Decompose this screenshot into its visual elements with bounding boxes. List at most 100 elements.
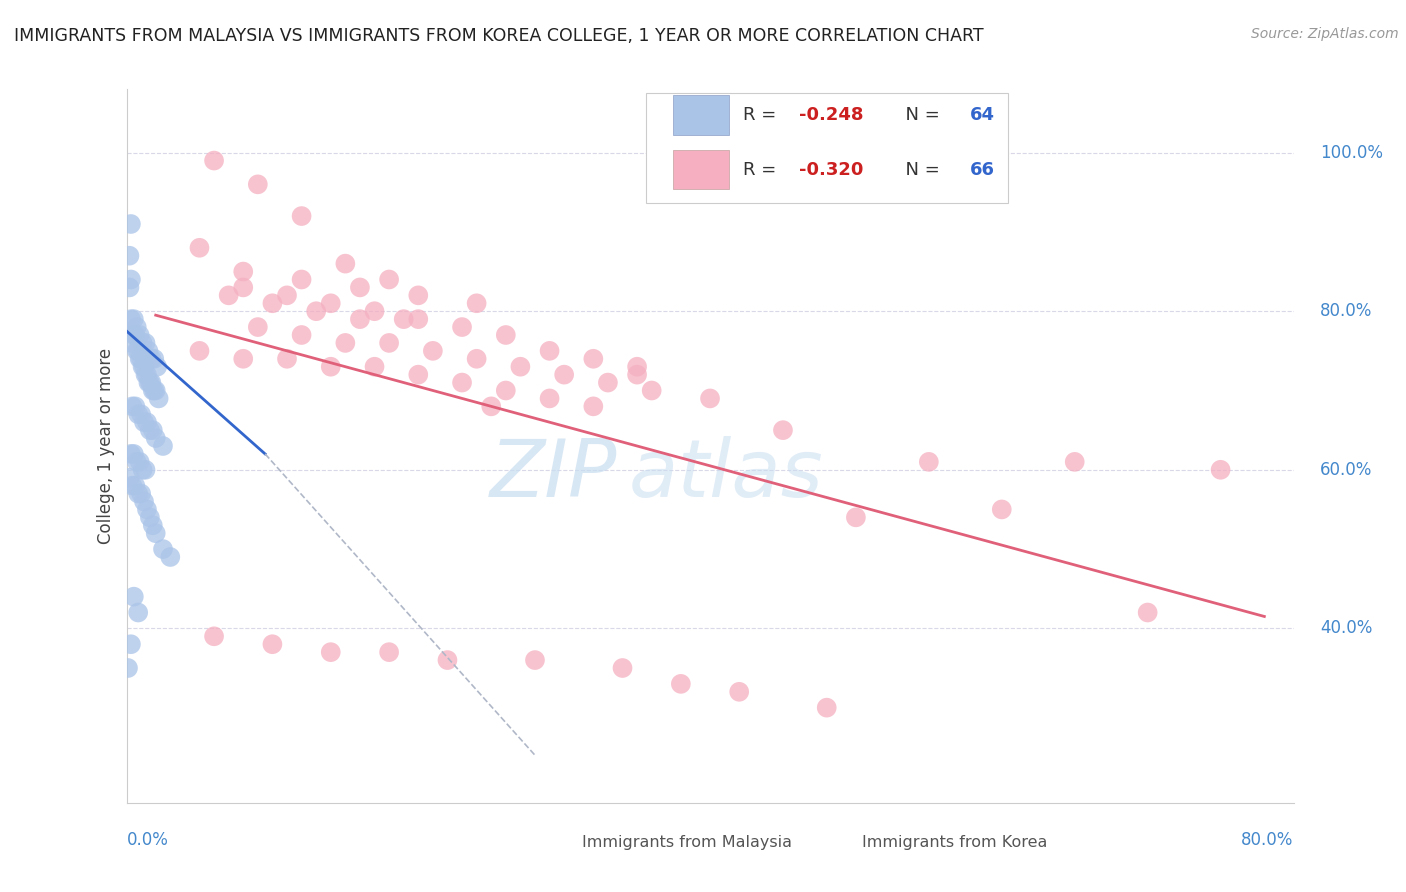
Point bbox=[188, 343, 211, 358]
Point bbox=[612, 661, 634, 675]
Point bbox=[363, 359, 385, 374]
Point bbox=[136, 415, 159, 429]
Point bbox=[132, 494, 155, 508]
Bar bbox=[815, 833, 848, 853]
Point bbox=[129, 351, 152, 366]
Point bbox=[509, 359, 531, 374]
Point bbox=[122, 312, 145, 326]
Text: N =: N = bbox=[894, 106, 946, 124]
Point bbox=[378, 335, 401, 350]
Point bbox=[276, 351, 298, 366]
Point bbox=[232, 264, 254, 278]
Point bbox=[582, 400, 605, 414]
Point bbox=[127, 407, 149, 421]
Point bbox=[139, 423, 162, 437]
Point bbox=[218, 288, 240, 302]
Point bbox=[148, 392, 170, 406]
Point bbox=[121, 335, 143, 350]
Text: Immigrants from Malaysia: Immigrants from Malaysia bbox=[582, 835, 792, 850]
Point bbox=[127, 343, 149, 358]
Point bbox=[142, 518, 165, 533]
Point bbox=[335, 257, 357, 271]
Point bbox=[117, 661, 139, 675]
Text: 0.0%: 0.0% bbox=[127, 830, 169, 848]
Point bbox=[122, 447, 145, 461]
Point bbox=[141, 351, 163, 366]
Point bbox=[142, 384, 165, 398]
Point bbox=[232, 351, 254, 366]
Point bbox=[120, 272, 142, 286]
Point bbox=[290, 272, 312, 286]
Point bbox=[319, 645, 342, 659]
Point bbox=[159, 549, 181, 564]
Point bbox=[495, 384, 517, 398]
Point bbox=[669, 677, 692, 691]
Point bbox=[145, 526, 167, 541]
Point bbox=[124, 328, 146, 343]
Point bbox=[143, 384, 166, 398]
Point bbox=[124, 478, 146, 492]
Point bbox=[436, 653, 458, 667]
Point bbox=[145, 384, 167, 398]
Text: 64: 64 bbox=[970, 106, 995, 124]
Text: R =: R = bbox=[742, 106, 782, 124]
Point bbox=[378, 272, 401, 286]
Point bbox=[465, 351, 488, 366]
Point bbox=[363, 304, 385, 318]
Point bbox=[290, 209, 312, 223]
Point bbox=[319, 296, 342, 310]
Text: Source: ZipAtlas.com: Source: ZipAtlas.com bbox=[1251, 27, 1399, 41]
Point bbox=[524, 653, 547, 667]
Point bbox=[276, 288, 298, 302]
Text: 40.0%: 40.0% bbox=[1320, 619, 1372, 638]
Point bbox=[465, 296, 488, 310]
Point bbox=[120, 637, 142, 651]
Point bbox=[131, 463, 153, 477]
Point bbox=[118, 249, 141, 263]
Point bbox=[132, 415, 155, 429]
Point bbox=[626, 368, 648, 382]
Text: 80.0%: 80.0% bbox=[1241, 830, 1294, 848]
Point bbox=[138, 343, 160, 358]
Bar bbox=[672, 95, 728, 135]
Point bbox=[1063, 455, 1085, 469]
Bar bbox=[534, 833, 568, 853]
Point bbox=[136, 502, 159, 516]
Point bbox=[335, 335, 357, 350]
Point bbox=[408, 288, 430, 302]
Point bbox=[262, 296, 284, 310]
Point bbox=[582, 351, 605, 366]
Bar bbox=[672, 150, 728, 189]
Point bbox=[122, 590, 145, 604]
Point bbox=[122, 328, 145, 343]
Point bbox=[626, 359, 648, 374]
Point bbox=[128, 455, 150, 469]
Text: 100.0%: 100.0% bbox=[1320, 144, 1382, 161]
Point bbox=[378, 645, 401, 659]
Point bbox=[138, 376, 160, 390]
Point bbox=[127, 606, 149, 620]
Point bbox=[152, 439, 174, 453]
Text: N =: N = bbox=[894, 161, 946, 178]
Point bbox=[120, 217, 142, 231]
Point bbox=[538, 343, 561, 358]
Point bbox=[124, 400, 146, 414]
Point bbox=[118, 280, 141, 294]
Point bbox=[232, 280, 254, 294]
Point bbox=[136, 368, 159, 382]
Point bbox=[128, 351, 150, 366]
Point bbox=[305, 304, 328, 318]
Point bbox=[134, 463, 156, 477]
Point bbox=[479, 400, 502, 414]
Point bbox=[918, 455, 941, 469]
Point bbox=[699, 392, 721, 406]
Point bbox=[772, 423, 794, 437]
Text: 66: 66 bbox=[970, 161, 995, 178]
Point bbox=[202, 153, 225, 168]
Point bbox=[392, 312, 415, 326]
Point bbox=[134, 368, 156, 382]
Point bbox=[142, 423, 165, 437]
Text: -0.320: -0.320 bbox=[799, 161, 863, 178]
Point bbox=[121, 478, 143, 492]
Point bbox=[640, 384, 664, 398]
